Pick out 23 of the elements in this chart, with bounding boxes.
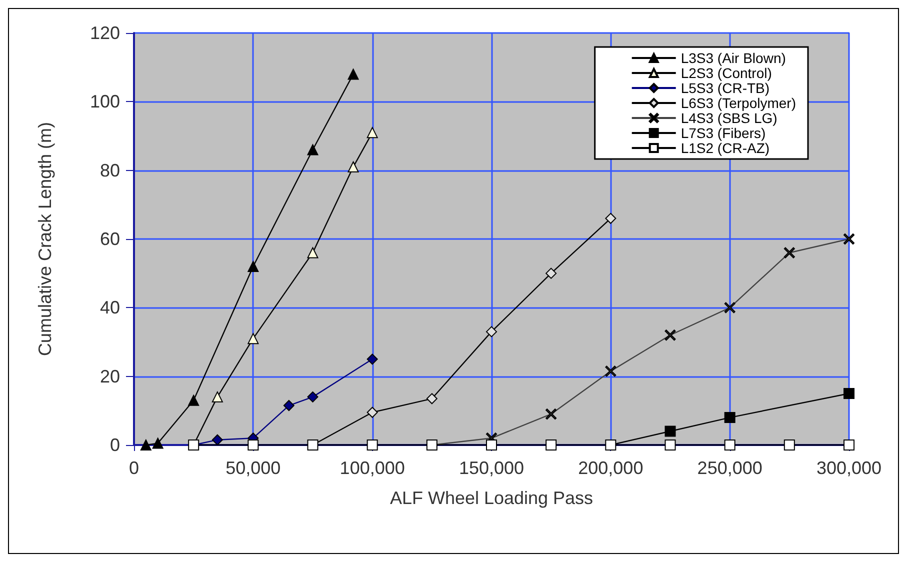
legend-label: L7S3 (Fibers) xyxy=(680,125,766,141)
x-axis-title: ALF Wheel Loading Pass xyxy=(390,488,594,508)
legend-label: L2S3 (Control) xyxy=(680,65,772,81)
legend-label: L1S2 (CR-AZ) xyxy=(680,140,770,156)
x-tick-label: 200,000 xyxy=(578,458,644,478)
x-tick-label: 50,000 xyxy=(226,458,281,478)
x-tick-label: 100,000 xyxy=(340,458,405,478)
y-tick-label: 80 xyxy=(100,160,120,180)
y-tick-label: 0 xyxy=(110,435,120,455)
x-tick-label: 150,000 xyxy=(458,458,524,478)
y-tick-label: 120 xyxy=(90,23,120,43)
y-tick-label: 20 xyxy=(100,366,120,386)
y-tick-label: 40 xyxy=(100,298,120,318)
y-axis-title: Cumulative Crack Length (m) xyxy=(35,122,55,356)
x-tick-label: 250,000 xyxy=(697,458,762,478)
legend-label: L4S3 (SBS LG) xyxy=(680,110,778,126)
x-tick-label: 300,000 xyxy=(816,458,882,478)
x-tick-label: 0 xyxy=(128,458,140,478)
legend-label: L5S3 (CR-TB) xyxy=(680,80,770,96)
legend-label: L6S3 (Terpolymer) xyxy=(680,95,796,111)
legend-label: L3S3 (Air Blown) xyxy=(680,50,786,66)
y-tick-label: 100 xyxy=(90,92,120,112)
y-tick-label: 60 xyxy=(100,229,120,249)
